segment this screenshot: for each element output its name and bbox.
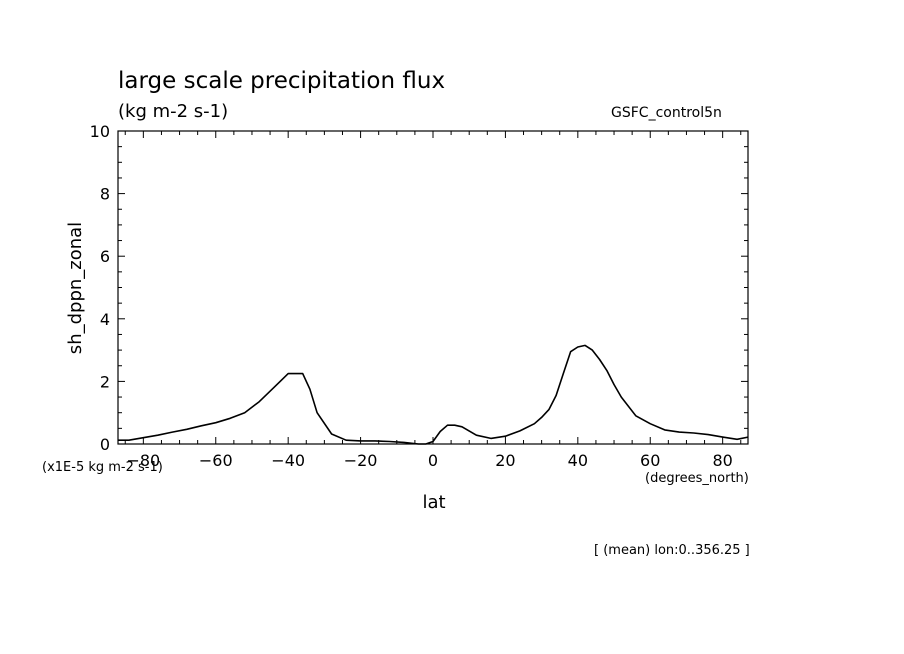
averaging-footer: [ (mean) lon:0..356.25 ]: [594, 543, 750, 558]
x-tick-label: −80: [126, 451, 160, 470]
x-axis-label: lat: [422, 492, 446, 513]
series-line: [118, 344, 749, 445]
x-tick-label: 20: [495, 451, 515, 470]
scale-factor-label: (x1E-5 kg m-2 s-1): [42, 460, 163, 475]
y-tick-label: 2: [100, 372, 110, 391]
chart-title: large scale precipitation flux: [118, 68, 446, 94]
x-tick-label: 80: [712, 451, 732, 470]
x-tick-label: 40: [568, 451, 588, 470]
y-tick-label: 8: [100, 185, 110, 204]
x-tick-label: −40: [271, 451, 305, 470]
source-label: GSFC_control5n: [611, 105, 722, 121]
y-tick-label: 10: [90, 122, 110, 141]
x-tick-label: −60: [199, 451, 233, 470]
y-tick-label: 0: [100, 435, 110, 454]
y-tick-label: 6: [100, 247, 110, 266]
x-tick-label: −20: [344, 451, 378, 470]
plot-frame: [117, 130, 749, 445]
y-tick-label: 4: [100, 310, 110, 329]
x-tick-label: 0: [428, 451, 438, 470]
x-tick-label: 60: [640, 451, 660, 470]
x-units-label: (degrees_north): [645, 471, 749, 486]
units-label: (kg m-2 s-1): [118, 101, 229, 122]
